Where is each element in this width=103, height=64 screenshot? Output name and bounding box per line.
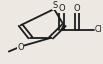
- Text: O: O: [17, 43, 24, 52]
- Text: O: O: [58, 4, 65, 13]
- Text: Cl: Cl: [95, 25, 102, 34]
- Text: O: O: [74, 4, 80, 13]
- Text: S: S: [52, 1, 58, 10]
